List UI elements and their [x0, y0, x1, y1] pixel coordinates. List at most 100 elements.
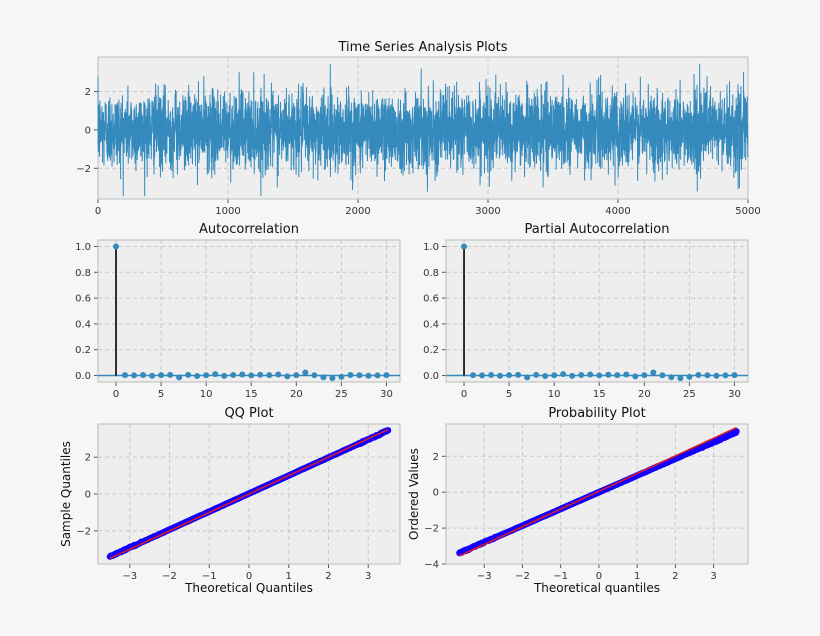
acf-point [194, 373, 201, 380]
acf-plot-area [98, 240, 400, 382]
qq-fit-line [109, 428, 389, 560]
acf-ytick-label: 0.0 [75, 371, 91, 382]
autocorrelation-panel: 0 5 10 15 20 25 30 0.0 0.2 0.4 0.6 0.8 1.0 Autocorrel… [75, 222, 401, 400]
pacf-xtick-label: 5 [506, 389, 512, 400]
pacf-point [479, 372, 486, 379]
pacf-xtick-label: 15 [593, 389, 606, 400]
prob-ytick-label: 2 [433, 452, 439, 463]
pacf-point [551, 372, 558, 379]
pacf-point [722, 372, 729, 379]
acf-point [140, 372, 147, 379]
ts-xtick-label: 2000 [345, 206, 370, 217]
pacf-point [461, 243, 468, 250]
acf-point [266, 372, 273, 379]
prob-xtick-label: 1 [634, 571, 640, 582]
acf-point [338, 373, 345, 380]
prob-title: Probability Plot [548, 406, 645, 421]
pacf-xtick-label: 30 [728, 389, 741, 400]
acf-point [221, 372, 228, 379]
qq-plot-panel: −3 −2 −1 0 1 2 3 −2 0 2 QQ Plot Theoretical Quantil… [59, 406, 401, 595]
prob-xtick-label: 3 [710, 571, 716, 582]
pacf-ytick-label: 0.6 [423, 294, 439, 305]
pacf-point [623, 371, 630, 378]
ts-xtick-label: 5000 [735, 206, 760, 217]
prob-ytick-label: −4 [424, 560, 439, 571]
qq-frame [97, 423, 401, 565]
pacf-ytick-label: 0.4 [423, 319, 439, 330]
acf-point [302, 369, 309, 376]
prob-xtick-label: 2 [672, 571, 678, 582]
ts-ytick-label: −2 [76, 164, 91, 175]
ts-xtick-label: 1000 [215, 206, 240, 217]
pacf-ytick-label: 0.0 [423, 371, 439, 382]
pacf-xtick-label: 25 [683, 389, 696, 400]
prob-point [733, 428, 740, 435]
qq-xtick-label: 1 [286, 571, 292, 582]
acf-point [176, 374, 183, 381]
acf-point [293, 372, 300, 379]
pacf-point [659, 372, 666, 379]
pacf-point [641, 372, 648, 379]
pacf-point [695, 372, 702, 379]
ts-title: Time Series Analysis Plots [337, 40, 507, 55]
pacf-title: Partial Autocorrelation [525, 222, 670, 237]
pacf-xtick-label: 10 [548, 389, 561, 400]
qq-ylabel: Sample Quantiles [59, 441, 73, 547]
ts-xtick-label: 3000 [475, 206, 500, 217]
pacf-xtick-label: 20 [638, 389, 651, 400]
pacf-point [632, 373, 639, 380]
qq-ytick-label: 2 [85, 453, 91, 464]
pacf-point [560, 371, 567, 378]
prob-xtick-label: −3 [477, 571, 492, 582]
qq-ytick-label: 0 [85, 490, 91, 501]
acf-point [185, 371, 192, 378]
pacf-point [470, 372, 477, 379]
acf-point [311, 372, 318, 379]
ts-series-line [97, 63, 749, 197]
prob-xtick-label: −2 [515, 571, 530, 582]
prob-xlabel: Theoretical quantiles [533, 581, 660, 595]
qq-xlabel: Theoretical Quantiles [184, 581, 313, 595]
acf-ytick-label: 0.8 [75, 268, 91, 279]
pacf-point [614, 372, 621, 379]
pacf-point [677, 375, 684, 382]
pacf-point [515, 371, 522, 378]
ts-ytick-label: 0 [85, 125, 91, 136]
prob-xtick-label: 0 [596, 571, 602, 582]
acf-xtick-label: 20 [290, 389, 303, 400]
acf-point [212, 371, 219, 378]
qq-xtick-label: 0 [246, 571, 252, 582]
qq-ytick-label: −2 [76, 526, 91, 537]
qq-xtick-label: −2 [162, 571, 177, 582]
pacf-point [686, 373, 693, 380]
acf-xtick-label: 25 [335, 389, 348, 400]
ts-xtick-label: 4000 [605, 206, 630, 217]
acf-title: Autocorrelation [199, 222, 299, 237]
acf-point [149, 372, 156, 379]
ts-ytick-label: 2 [85, 87, 91, 98]
acf-xtick-label: 30 [380, 389, 393, 400]
pacf-xtick-label: 0 [461, 389, 467, 400]
acf-frame [97, 239, 401, 383]
acf-xtick-label: 5 [158, 389, 164, 400]
qq-xtick-label: −1 [202, 571, 217, 582]
pacf-point [578, 372, 585, 379]
pacf-ytick-label: 1.0 [423, 242, 439, 253]
acf-point [275, 371, 282, 378]
acf-point [131, 372, 138, 379]
probability-plot-panel: −3 −2 −1 0 1 2 3 −4 −2 0 2 Probability Plot Theoreti… [407, 406, 749, 595]
acf-ytick-label: 0.2 [75, 345, 91, 356]
qq-xtick-label: −3 [122, 571, 137, 582]
prob-ylabel: Ordered Values [407, 448, 421, 540]
time-series-panel: 0 1000 2000 3000 4000 5000 −2 0 2 Time Series Ana… [76, 40, 760, 217]
acf-point [347, 372, 354, 379]
acf-point [239, 371, 246, 378]
prob-frame [445, 423, 749, 565]
acf-ytick-label: 0.6 [75, 294, 91, 305]
qq-title: QQ Plot [224, 406, 273, 421]
acf-point [167, 371, 174, 378]
acf-point [329, 375, 336, 382]
prob-ytick-label: −2 [424, 524, 439, 535]
pacf-point [524, 374, 531, 381]
